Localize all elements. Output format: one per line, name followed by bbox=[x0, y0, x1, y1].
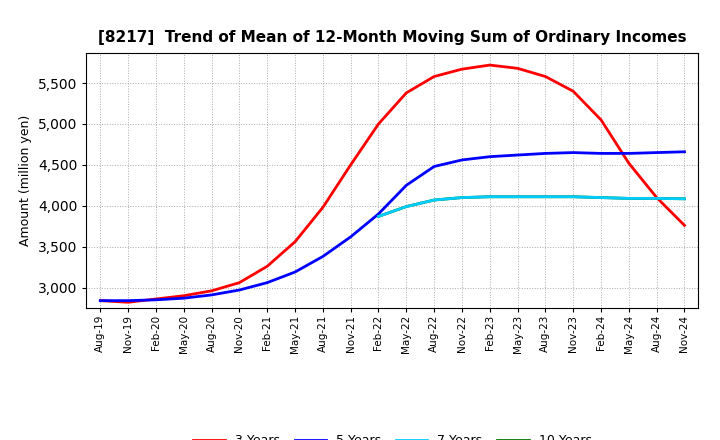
3 Years bbox=[346, 162, 355, 168]
5 Years bbox=[624, 151, 633, 156]
5 Years bbox=[485, 154, 494, 159]
3 Years bbox=[458, 66, 467, 72]
7 Years bbox=[402, 204, 410, 209]
10 Years bbox=[569, 194, 577, 199]
10 Years bbox=[374, 214, 383, 219]
10 Years bbox=[430, 198, 438, 203]
5 Years bbox=[541, 151, 550, 156]
Title: [8217]  Trend of Mean of 12-Month Moving Sum of Ordinary Incomes: [8217] Trend of Mean of 12-Month Moving … bbox=[98, 29, 687, 45]
3 Years bbox=[680, 223, 689, 228]
Line: 10 Years: 10 Years bbox=[379, 197, 685, 216]
Legend: 3 Years, 5 Years, 7 Years, 10 Years: 3 Years, 5 Years, 7 Years, 10 Years bbox=[188, 429, 597, 440]
5 Years bbox=[207, 292, 216, 297]
5 Years bbox=[318, 254, 327, 259]
Y-axis label: Amount (million yen): Amount (million yen) bbox=[19, 115, 32, 246]
5 Years bbox=[402, 183, 410, 188]
Line: 3 Years: 3 Years bbox=[100, 65, 685, 302]
3 Years bbox=[152, 297, 161, 302]
3 Years bbox=[207, 288, 216, 293]
7 Years bbox=[652, 196, 661, 201]
3 Years bbox=[124, 300, 132, 305]
10 Years bbox=[402, 204, 410, 209]
7 Years bbox=[624, 196, 633, 201]
7 Years bbox=[374, 214, 383, 219]
3 Years bbox=[402, 90, 410, 95]
5 Years bbox=[680, 149, 689, 154]
7 Years bbox=[485, 194, 494, 199]
3 Years bbox=[318, 205, 327, 210]
3 Years bbox=[485, 62, 494, 68]
5 Years bbox=[346, 234, 355, 239]
10 Years bbox=[652, 196, 661, 201]
5 Years bbox=[124, 298, 132, 303]
7 Years bbox=[680, 196, 689, 202]
10 Years bbox=[680, 196, 689, 202]
7 Years bbox=[513, 194, 522, 199]
5 Years bbox=[430, 164, 438, 169]
3 Years bbox=[430, 74, 438, 79]
5 Years bbox=[513, 152, 522, 158]
10 Years bbox=[624, 196, 633, 201]
Line: 7 Years: 7 Years bbox=[379, 197, 685, 216]
5 Years bbox=[597, 151, 606, 156]
7 Years bbox=[541, 194, 550, 199]
7 Years bbox=[597, 195, 606, 200]
5 Years bbox=[569, 150, 577, 155]
7 Years bbox=[430, 198, 438, 203]
5 Years bbox=[458, 158, 467, 163]
7 Years bbox=[458, 195, 467, 200]
3 Years bbox=[374, 121, 383, 127]
3 Years bbox=[96, 298, 104, 303]
10 Years bbox=[513, 194, 522, 199]
3 Years bbox=[624, 161, 633, 166]
3 Years bbox=[291, 239, 300, 244]
5 Years bbox=[96, 298, 104, 303]
10 Years bbox=[597, 195, 606, 200]
3 Years bbox=[513, 66, 522, 71]
3 Years bbox=[597, 117, 606, 122]
5 Years bbox=[652, 150, 661, 155]
3 Years bbox=[652, 195, 661, 200]
3 Years bbox=[263, 264, 271, 269]
3 Years bbox=[179, 293, 188, 298]
5 Years bbox=[235, 287, 243, 293]
5 Years bbox=[291, 269, 300, 275]
7 Years bbox=[569, 194, 577, 199]
5 Years bbox=[374, 211, 383, 216]
3 Years bbox=[235, 280, 243, 285]
5 Years bbox=[179, 296, 188, 301]
5 Years bbox=[263, 280, 271, 285]
10 Years bbox=[485, 194, 494, 199]
3 Years bbox=[541, 74, 550, 79]
3 Years bbox=[569, 88, 577, 94]
Line: 5 Years: 5 Years bbox=[100, 152, 685, 301]
10 Years bbox=[541, 194, 550, 199]
5 Years bbox=[152, 297, 161, 302]
10 Years bbox=[458, 195, 467, 200]
